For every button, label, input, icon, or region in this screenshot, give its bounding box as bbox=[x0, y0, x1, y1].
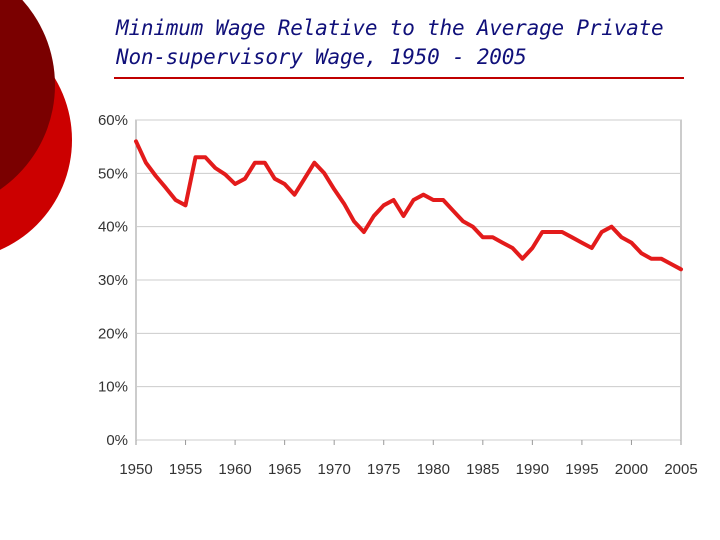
x-tick-label: 1990 bbox=[516, 461, 549, 478]
x-tick-label: 1960 bbox=[218, 461, 251, 478]
y-tick-label: 10% bbox=[98, 379, 128, 396]
x-tick-label: 1965 bbox=[268, 461, 301, 478]
decoration-dark-circle bbox=[0, 0, 55, 190]
x-tick-label: 1950 bbox=[119, 461, 152, 478]
x-tick-label: 1955 bbox=[169, 461, 202, 478]
title-underline bbox=[114, 77, 684, 79]
x-tick-label: 1980 bbox=[417, 461, 450, 478]
y-tick-label: 0% bbox=[106, 432, 128, 449]
y-tick-label: 30% bbox=[98, 272, 128, 289]
slide-title-line-1: Minimum Wage Relative to the Average Pri… bbox=[116, 16, 664, 40]
x-tick-label: 1970 bbox=[317, 461, 350, 478]
slide-decoration bbox=[0, 0, 72, 250]
y-tick-label: 20% bbox=[98, 325, 128, 342]
slide-title-line-2: Non-supervisory Wage, 1950 - 2005 bbox=[116, 45, 527, 69]
series-line bbox=[134, 139, 683, 272]
y-tick-label: 50% bbox=[98, 165, 128, 182]
y-tick-label: 60% bbox=[98, 112, 128, 129]
y-tick-label: 40% bbox=[98, 219, 128, 236]
x-tick-label: 1985 bbox=[466, 461, 499, 478]
x-tick-label: 2005 bbox=[664, 461, 697, 478]
x-tick-label: 1995 bbox=[565, 461, 598, 478]
slide-title: Minimum Wage Relative to the Average Pri… bbox=[116, 14, 686, 72]
x-tick-label: 1975 bbox=[367, 461, 400, 478]
x-tick-label: 2000 bbox=[615, 461, 648, 478]
